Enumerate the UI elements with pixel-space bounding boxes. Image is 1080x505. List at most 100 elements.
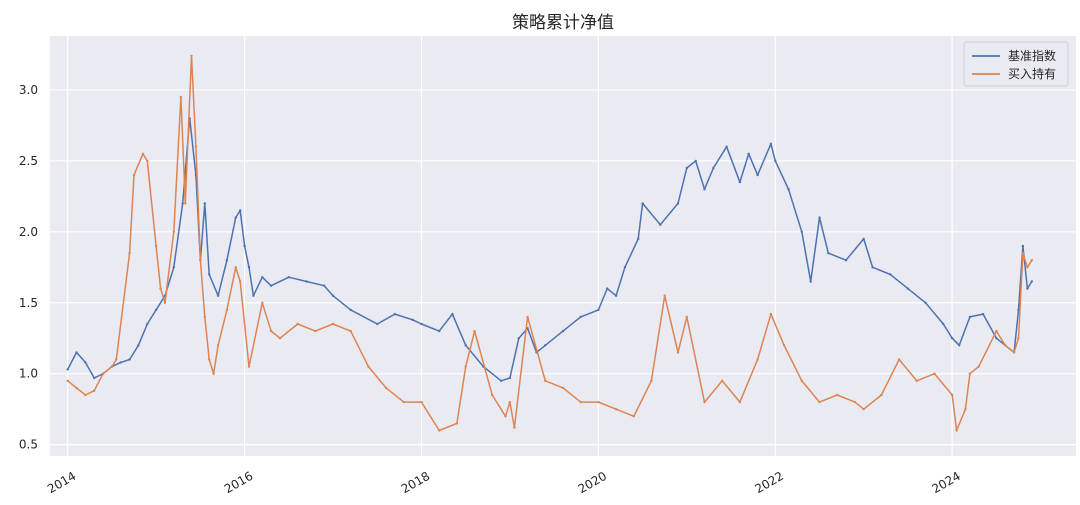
data-point — [216, 344, 220, 347]
data-point — [756, 173, 759, 177]
data-point — [384, 386, 388, 390]
data-point — [119, 361, 123, 364]
data-point — [1030, 280, 1034, 283]
data-point — [184, 202, 187, 205]
data-point — [951, 393, 954, 397]
data-point — [239, 209, 242, 212]
data-point — [544, 344, 547, 347]
data-point — [278, 337, 282, 340]
data-point — [738, 400, 742, 404]
data-point — [101, 372, 105, 375]
y-tick-label: 1.0 — [19, 367, 38, 381]
data-point — [685, 315, 688, 319]
y-tick-label: 2.0 — [19, 225, 38, 239]
data-point — [544, 379, 547, 382]
series-line — [67, 117, 1033, 382]
data-point — [964, 408, 967, 411]
data-point — [676, 202, 680, 205]
data-point — [703, 188, 706, 191]
data-point — [1004, 344, 1007, 347]
data-point — [499, 379, 503, 382]
x-tick-label: 2024 — [929, 469, 962, 496]
data-point — [93, 376, 96, 380]
y-tick-label: 3.0 — [19, 83, 38, 97]
data-point — [614, 294, 618, 297]
data-point — [995, 337, 998, 340]
data-point — [154, 244, 158, 248]
data-point — [203, 315, 206, 319]
data-point — [508, 400, 512, 404]
data-point — [179, 95, 183, 99]
data-point — [782, 344, 786, 347]
data-point — [243, 244, 246, 248]
data-point — [1026, 266, 1029, 269]
data-point — [637, 237, 640, 241]
data-point — [491, 393, 494, 397]
data-point — [955, 429, 958, 432]
data-point — [968, 372, 972, 375]
data-point — [115, 358, 118, 361]
data-point — [331, 322, 335, 326]
y-tick-label: 0.5 — [19, 438, 38, 452]
data-point — [137, 344, 140, 347]
data-point — [942, 322, 945, 326]
data-point — [190, 54, 193, 58]
data-point — [208, 358, 211, 361]
data-point — [305, 280, 308, 283]
data-point — [561, 329, 565, 333]
data-point — [871, 266, 874, 269]
x-tick-label: 2022 — [753, 469, 786, 496]
data-point — [128, 358, 131, 361]
data-point — [146, 159, 149, 163]
data-point — [995, 329, 998, 333]
plot-area — [50, 36, 1076, 456]
data-point — [517, 337, 520, 340]
data-point — [862, 237, 865, 241]
data-point — [287, 276, 290, 279]
legend-box — [963, 41, 1069, 87]
data-point — [676, 351, 680, 354]
data-point — [75, 386, 78, 390]
data-point — [261, 276, 264, 279]
data-point — [75, 351, 78, 354]
data-point — [451, 312, 454, 316]
data-point — [331, 294, 335, 297]
data-point — [800, 230, 803, 233]
data-point — [721, 379, 724, 382]
data-point — [239, 280, 242, 283]
y-tick-label: 1.5 — [19, 296, 38, 310]
data-point — [172, 266, 175, 269]
data-point — [712, 166, 715, 170]
data-point — [234, 266, 237, 269]
data-point — [526, 315, 529, 319]
data-point — [66, 379, 69, 382]
data-point — [800, 379, 803, 382]
data-point — [438, 429, 441, 432]
data-point — [606, 287, 609, 290]
data-point — [725, 145, 728, 148]
data-point — [827, 251, 830, 255]
x-tick-label: 2016 — [222, 469, 255, 496]
data-point — [208, 273, 211, 276]
data-point — [225, 259, 229, 262]
data-point — [951, 337, 954, 340]
data-point — [889, 273, 892, 276]
data-point — [216, 294, 220, 297]
data-point — [455, 422, 459, 425]
x-tick-label: 2020 — [576, 469, 609, 496]
data-point — [393, 312, 397, 316]
data-point — [1021, 251, 1025, 255]
data-point — [1017, 337, 1020, 340]
data-point — [1017, 308, 1020, 312]
data-point — [296, 322, 299, 326]
data-point — [411, 318, 414, 321]
data-point — [597, 400, 600, 404]
data-point — [787, 188, 790, 191]
data-point — [579, 315, 582, 319]
data-point — [769, 142, 773, 145]
grid — [50, 36, 1076, 456]
x-tick-label: 2014 — [45, 469, 78, 496]
data-point — [376, 322, 379, 326]
data-point — [199, 259, 202, 262]
